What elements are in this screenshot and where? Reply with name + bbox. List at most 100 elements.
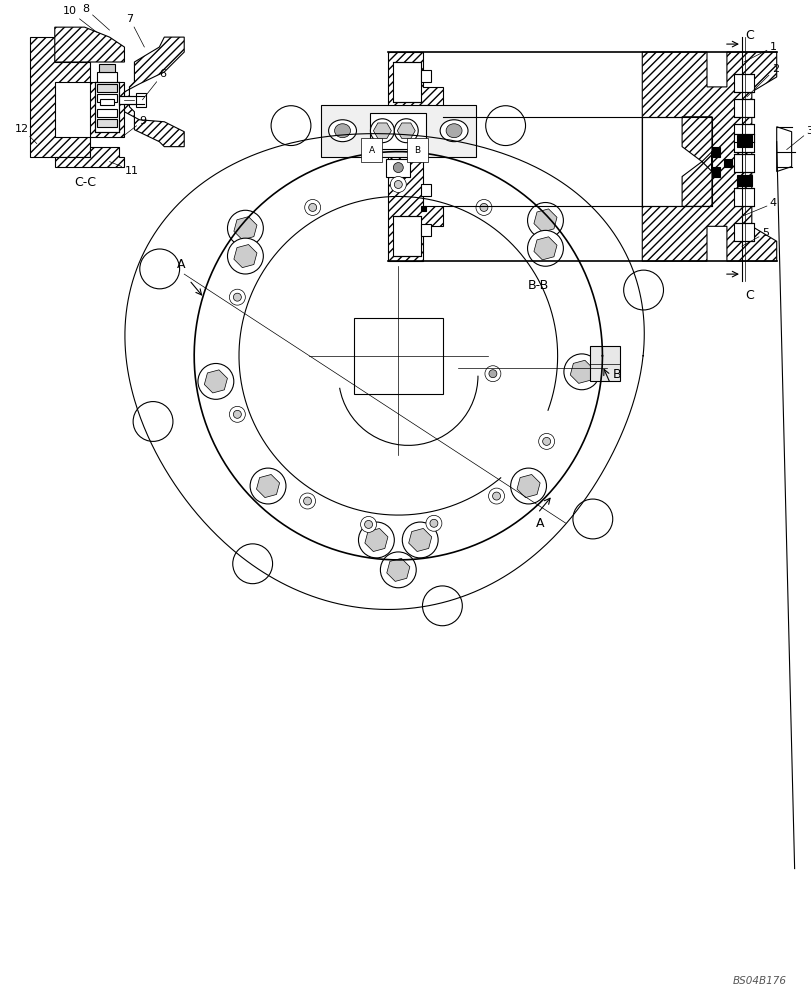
Polygon shape [256,474,279,498]
Circle shape [233,544,272,584]
Circle shape [485,106,525,146]
Bar [97,94,116,102]
Text: 3: 3 [786,126,811,150]
Bar [95,82,119,132]
Ellipse shape [440,120,467,142]
Bar [421,206,426,211]
Bar [733,188,753,206]
Bar [386,159,410,177]
Circle shape [484,366,500,382]
Bar [100,99,114,105]
Polygon shape [204,370,227,393]
Circle shape [370,119,394,143]
Text: BS04B176: BS04B176 [732,976,786,986]
Circle shape [422,586,461,626]
Circle shape [479,203,487,211]
Bar [393,216,421,256]
Bar [421,117,426,122]
Bar [733,223,753,241]
Polygon shape [517,474,539,498]
Circle shape [233,293,241,301]
Polygon shape [388,52,443,261]
Bar [733,74,753,92]
Circle shape [303,497,311,505]
Polygon shape [397,123,414,138]
Text: B: B [414,146,420,155]
Circle shape [426,515,441,531]
Text: 11: 11 [109,162,139,176]
Circle shape [358,522,394,558]
Circle shape [133,402,173,441]
Bar [421,70,431,82]
Polygon shape [642,52,776,261]
Ellipse shape [334,124,350,138]
Ellipse shape [445,124,461,138]
Polygon shape [681,117,711,206]
Polygon shape [364,528,388,552]
Circle shape [488,488,504,504]
Circle shape [394,181,401,188]
Polygon shape [534,237,556,260]
Bar [97,119,116,127]
Bar [733,134,753,152]
Polygon shape [30,37,89,157]
Circle shape [230,289,245,305]
Text: B-B: B-B [527,279,548,292]
Polygon shape [569,360,593,383]
Polygon shape [386,558,410,581]
Text: 9: 9 [122,116,146,137]
Polygon shape [234,217,256,240]
Bar [642,117,711,206]
Text: A: A [535,517,543,530]
Circle shape [230,406,245,422]
Bar [320,105,475,157]
Circle shape [308,203,316,211]
Text: B: B [611,368,620,381]
Text: 2: 2 [746,64,778,97]
Polygon shape [89,82,124,137]
Bar [370,113,426,149]
Ellipse shape [328,120,356,142]
Bar [590,346,620,381]
Bar [136,93,146,107]
Bar [353,318,443,394]
Circle shape [233,410,241,418]
Polygon shape [54,27,124,62]
Bar [97,84,116,92]
Circle shape [393,163,403,173]
Circle shape [401,522,438,558]
Text: 4: 4 [741,198,776,216]
Bar [393,62,421,102]
Circle shape [475,199,491,215]
Bar [711,147,719,157]
Circle shape [271,106,311,146]
Circle shape [542,437,550,445]
Polygon shape [776,127,791,172]
Circle shape [394,119,418,143]
Bar [736,135,751,147]
Circle shape [227,210,263,246]
Circle shape [198,363,234,399]
Text: 8: 8 [83,4,109,30]
Text: A: A [177,258,186,271]
Text: C-C: C-C [75,176,97,189]
Circle shape [364,520,372,528]
Bar [119,96,144,104]
Circle shape [623,270,663,310]
Text: C: C [744,29,753,42]
Circle shape [563,354,599,390]
Bar [97,109,116,117]
Bar [98,64,114,72]
Circle shape [488,370,496,378]
Circle shape [573,499,612,539]
Circle shape [492,492,500,500]
Circle shape [390,177,406,192]
Bar [723,159,731,167]
Polygon shape [373,123,391,138]
Circle shape [299,493,315,509]
Bar [97,72,116,82]
Polygon shape [54,147,124,167]
Polygon shape [534,209,556,232]
Circle shape [538,433,554,449]
Polygon shape [124,37,184,147]
